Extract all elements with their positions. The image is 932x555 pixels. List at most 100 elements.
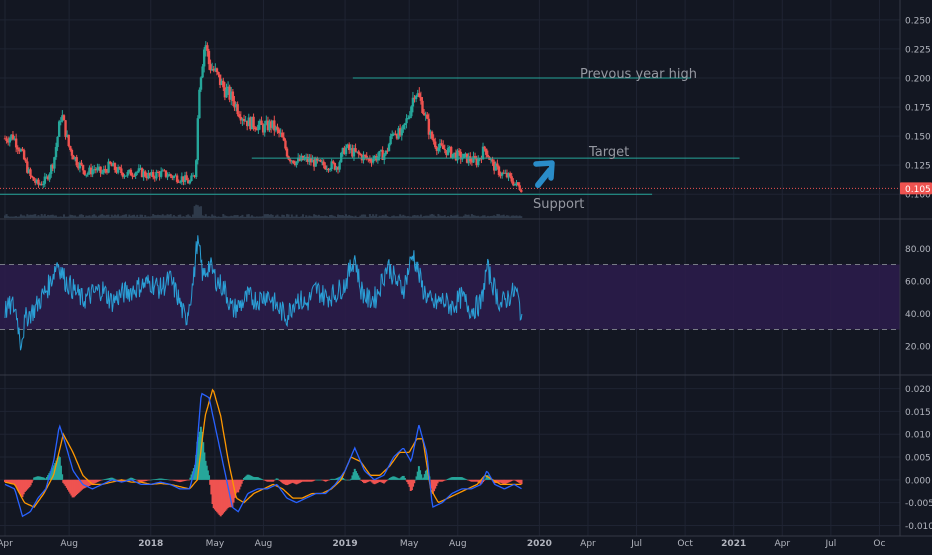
candle-body[interactable]	[148, 172, 152, 176]
candle-body[interactable]	[225, 88, 228, 98]
candle-body[interactable]	[352, 148, 356, 157]
candle-body[interactable]	[201, 66, 204, 78]
candle-body[interactable]	[311, 159, 314, 163]
candle-body[interactable]	[510, 176, 513, 182]
candle-body[interactable]	[99, 166, 102, 173]
candle-body[interactable]	[437, 147, 440, 151]
candle-body[interactable]	[421, 100, 424, 114]
candle-body[interactable]	[473, 156, 477, 159]
candle-body[interactable]	[472, 156, 475, 163]
candle-body[interactable]	[319, 159, 322, 162]
candle-body[interactable]	[83, 170, 86, 176]
candle-body[interactable]	[180, 176, 184, 182]
candle-body[interactable]	[155, 171, 158, 179]
candle-body[interactable]	[239, 116, 243, 121]
candle-body[interactable]	[512, 181, 515, 186]
candle-body[interactable]	[507, 173, 510, 178]
candle-body[interactable]	[281, 132, 284, 138]
candle-body[interactable]	[351, 148, 354, 157]
candle-body[interactable]	[16, 147, 19, 150]
candle-body[interactable]	[64, 120, 67, 137]
candle-body[interactable]	[349, 148, 352, 151]
rsi-panel[interactable]	[0, 235, 900, 351]
candle-body[interactable]	[5, 138, 8, 142]
candle-body[interactable]	[172, 176, 176, 179]
candle-body[interactable]	[85, 174, 88, 176]
candle-body[interactable]	[195, 160, 198, 177]
candle-body[interactable]	[70, 149, 74, 156]
candle-body[interactable]	[53, 157, 56, 169]
candle-body[interactable]	[62, 115, 66, 121]
candle-body[interactable]	[279, 132, 282, 134]
candle-body[interactable]	[199, 77, 203, 90]
candle-body[interactable]	[470, 161, 474, 163]
candle-body[interactable]	[346, 144, 349, 148]
candle-body[interactable]	[156, 171, 160, 173]
candle-body[interactable]	[244, 120, 247, 122]
candle-body[interactable]	[45, 176, 48, 178]
candle-body[interactable]	[499, 175, 502, 177]
candle-body[interactable]	[6, 141, 10, 143]
candle-body[interactable]	[175, 175, 179, 182]
candle-body[interactable]	[316, 157, 319, 161]
candle-body[interactable]	[324, 165, 327, 170]
candle-body[interactable]	[255, 129, 258, 131]
candle-body[interactable]	[317, 159, 321, 161]
candle-body[interactable]	[37, 179, 40, 185]
candle-body[interactable]	[332, 161, 335, 164]
candle-body[interactable]	[456, 150, 459, 161]
candle-body[interactable]	[438, 143, 442, 148]
candle-body[interactable]	[57, 121, 61, 137]
candle-body[interactable]	[10, 134, 13, 139]
candle-body[interactable]	[383, 154, 386, 160]
candle-body[interactable]	[285, 148, 289, 157]
candle-body[interactable]	[72, 155, 75, 160]
candle-body[interactable]	[123, 175, 126, 177]
candle-body[interactable]	[223, 87, 227, 98]
candle-body[interactable]	[445, 150, 448, 155]
candle-body[interactable]	[304, 156, 308, 158]
candle-body[interactable]	[14, 138, 18, 148]
candle-body[interactable]	[312, 159, 316, 167]
candle-body[interactable]	[360, 154, 364, 161]
candle-body[interactable]	[46, 176, 50, 180]
candle-body[interactable]	[230, 91, 233, 100]
candle-body[interactable]	[274, 126, 278, 131]
candle-body[interactable]	[88, 167, 91, 174]
candle-body[interactable]	[497, 166, 501, 176]
candle-body[interactable]	[261, 124, 265, 133]
candle-body[interactable]	[359, 154, 362, 156]
candle-body[interactable]	[67, 134, 70, 147]
candle-body[interactable]	[124, 175, 128, 177]
candle-body[interactable]	[26, 161, 29, 173]
candle-body[interactable]	[284, 140, 287, 149]
candle-body[interactable]	[416, 93, 419, 96]
candle-body[interactable]	[333, 163, 337, 170]
candle-body[interactable]	[357, 151, 360, 155]
candle-body[interactable]	[140, 168, 144, 177]
candle-body[interactable]	[218, 74, 222, 86]
candle-body[interactable]	[494, 163, 497, 171]
candle-body[interactable]	[50, 164, 53, 174]
candle-body[interactable]	[250, 116, 254, 130]
candle-body[interactable]	[3, 138, 7, 140]
candle-body[interactable]	[129, 169, 133, 176]
candle-body[interactable]	[35, 179, 39, 183]
candle-body[interactable]	[241, 118, 244, 121]
candle-body[interactable]	[183, 175, 187, 182]
candle-body[interactable]	[296, 157, 300, 162]
candle-body[interactable]	[491, 159, 494, 162]
candle-body[interactable]	[81, 164, 85, 171]
candle-body[interactable]	[238, 114, 241, 117]
candle-body[interactable]	[397, 128, 400, 139]
candle-body[interactable]	[91, 169, 94, 175]
candle-body[interactable]	[469, 156, 472, 162]
candle-body[interactable]	[478, 158, 482, 160]
candle-body[interactable]	[429, 131, 432, 135]
candle-body[interactable]	[257, 124, 260, 131]
candle-body[interactable]	[207, 50, 211, 65]
candle-body[interactable]	[518, 185, 521, 190]
candle-body[interactable]	[292, 160, 295, 164]
candle-body[interactable]	[233, 101, 236, 108]
